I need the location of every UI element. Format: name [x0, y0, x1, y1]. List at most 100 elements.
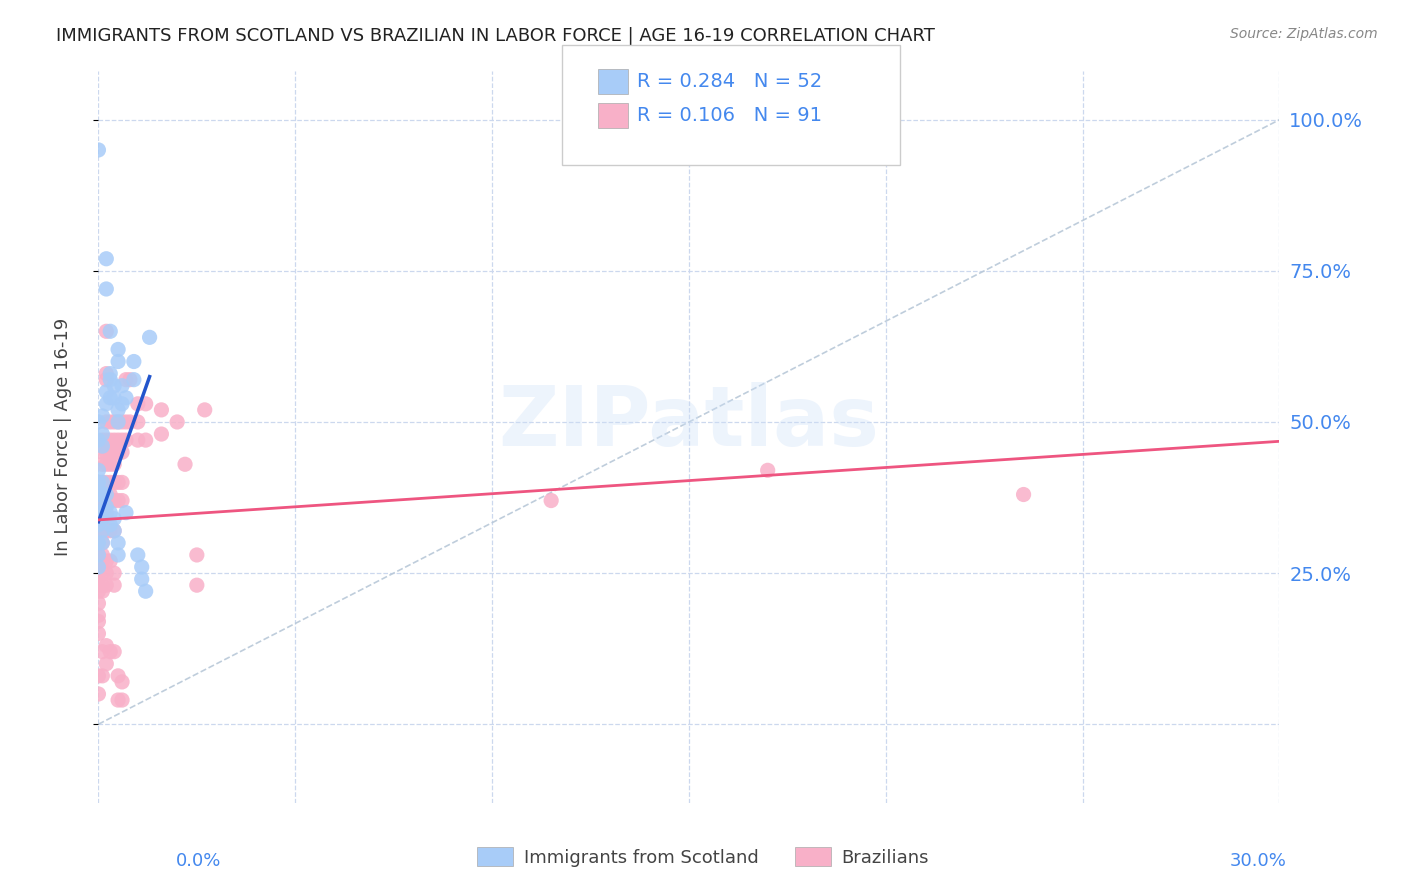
Point — [91, 439, 114, 453]
Point — [87, 463, 110, 477]
Point — [115, 506, 138, 520]
Point — [98, 324, 121, 338]
Point — [96, 657, 118, 671]
Point — [87, 615, 110, 629]
Point — [103, 493, 125, 508]
Text: Source: ZipAtlas.com: Source: ZipAtlas.com — [1230, 27, 1378, 41]
Point — [87, 548, 110, 562]
Point — [87, 626, 110, 640]
Point — [107, 415, 129, 429]
Point — [96, 578, 118, 592]
Point — [111, 378, 134, 392]
Point — [87, 566, 110, 580]
Point — [87, 506, 110, 520]
Point — [103, 457, 125, 471]
Point — [87, 517, 110, 532]
Point — [107, 669, 129, 683]
Point — [756, 463, 779, 477]
Point — [98, 391, 121, 405]
Point — [91, 536, 114, 550]
Point — [87, 669, 110, 683]
Point — [122, 373, 145, 387]
Point — [96, 445, 118, 459]
Point — [150, 427, 173, 442]
Point — [98, 475, 121, 490]
Point — [91, 506, 114, 520]
Point — [103, 475, 125, 490]
Point — [186, 578, 208, 592]
Point — [91, 548, 114, 562]
Point — [107, 536, 129, 550]
Point — [107, 415, 129, 429]
Point — [127, 548, 149, 562]
Point — [98, 487, 121, 501]
Point — [103, 445, 125, 459]
Point — [118, 373, 141, 387]
Legend: Immigrants from Scotland, Brazilians: Immigrants from Scotland, Brazilians — [470, 840, 936, 874]
Point — [87, 143, 110, 157]
Point — [131, 572, 153, 586]
Point — [96, 487, 118, 501]
Point — [111, 433, 134, 447]
Point — [87, 596, 110, 610]
Point — [107, 403, 129, 417]
Point — [91, 517, 114, 532]
Point — [91, 487, 114, 501]
Point — [91, 524, 114, 538]
Point — [87, 493, 110, 508]
Point — [91, 493, 114, 508]
Point — [111, 475, 134, 490]
Point — [111, 493, 134, 508]
Point — [111, 693, 134, 707]
Point — [107, 548, 129, 562]
Point — [87, 554, 110, 568]
Point — [96, 500, 118, 514]
Point — [98, 506, 121, 520]
Point — [96, 639, 118, 653]
Point — [91, 554, 114, 568]
Point — [87, 536, 110, 550]
Point — [115, 433, 138, 447]
Point — [87, 517, 110, 532]
Point — [131, 560, 153, 574]
Point — [98, 517, 121, 532]
Point — [98, 445, 121, 459]
Point — [91, 500, 114, 514]
Point — [107, 354, 129, 368]
Point — [87, 506, 110, 520]
Text: R = 0.284   N = 52: R = 0.284 N = 52 — [637, 71, 823, 91]
Point — [91, 475, 114, 490]
Point — [103, 415, 125, 429]
Point — [96, 506, 118, 520]
Point — [103, 524, 125, 538]
Point — [87, 536, 110, 550]
Point — [98, 524, 121, 538]
Point — [107, 433, 129, 447]
Text: R = 0.106   N = 91: R = 0.106 N = 91 — [637, 105, 823, 125]
Point — [87, 578, 110, 592]
Point — [96, 373, 118, 387]
Point — [87, 415, 110, 429]
Point — [96, 524, 118, 538]
Point — [91, 457, 114, 471]
Point — [111, 397, 134, 411]
Point — [91, 475, 114, 490]
Point — [98, 367, 121, 381]
Point — [96, 397, 118, 411]
Point — [98, 493, 121, 508]
Point — [111, 415, 134, 429]
Point — [127, 397, 149, 411]
Point — [1012, 487, 1035, 501]
Point — [103, 378, 125, 392]
Point — [96, 415, 118, 429]
Point — [96, 433, 118, 447]
Point — [96, 566, 118, 580]
Point — [96, 487, 118, 501]
Point — [91, 487, 114, 501]
Point — [91, 645, 114, 659]
Point — [87, 687, 110, 701]
Point — [103, 433, 125, 447]
Point — [122, 354, 145, 368]
Point — [91, 427, 114, 442]
Point — [87, 475, 110, 490]
